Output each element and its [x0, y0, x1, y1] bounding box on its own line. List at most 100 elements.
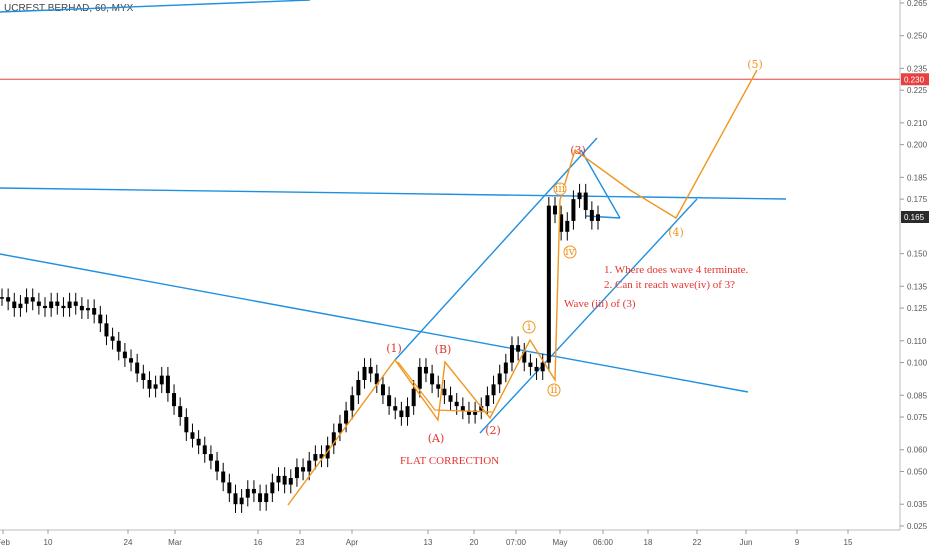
candle-body: [61, 305, 66, 309]
candle-body: [55, 301, 60, 306]
wave-i-circle: [522, 320, 536, 334]
candle-body: [534, 366, 539, 372]
candle-body: [98, 314, 103, 324]
price-level-tag: [901, 73, 929, 86]
candle-body: [227, 482, 232, 494]
y-tick-label: 0.050: [907, 468, 928, 477]
elliott-wave-path: [287, 69, 758, 506]
wave-ii-label: ii: [550, 383, 558, 396]
candle-body: [251, 488, 256, 494]
candle-body: [497, 373, 502, 385]
candle-body: [337, 423, 342, 433]
candle-body: [473, 410, 478, 415]
x-tick-label: 24: [124, 538, 133, 547]
candle-body: [18, 303, 23, 309]
candle-body: [215, 460, 220, 472]
x-tick-label: 07:00: [506, 538, 527, 547]
candle-body: [104, 323, 109, 337]
candle-body: [393, 406, 398, 411]
last-price-tag: [901, 211, 929, 223]
top-trend-line: [0, 0, 311, 13]
candle-body: [79, 305, 84, 311]
x-tick-label: May: [552, 538, 567, 547]
candle-body: [43, 305, 48, 309]
candle-body: [141, 373, 146, 380]
candle-body: [411, 388, 416, 407]
price-level-tag-label: 0.230: [904, 75, 925, 84]
candle-body: [479, 406, 484, 411]
candle-body: [331, 432, 336, 446]
wave-iv-circle: [563, 245, 577, 259]
candle-body: [184, 417, 189, 433]
candle-body: [30, 297, 35, 302]
candle-body: [344, 410, 349, 424]
candle-body: [528, 362, 533, 367]
candle-body: [245, 488, 250, 498]
x-tick-label: Apr: [346, 538, 359, 547]
y-tick-label: 0.035: [907, 500, 928, 509]
descending-trend-line: [0, 253, 749, 393]
question-1-note: 1. Where does wave 4 terminate.: [604, 264, 749, 276]
candle-body: [122, 351, 127, 359]
candle-body: [436, 384, 441, 389]
candle-body: [276, 475, 281, 483]
wave-b-label: (B): [435, 343, 452, 356]
y-tick-label: 0.185: [907, 173, 928, 182]
wave-iii-label: iii: [555, 182, 566, 195]
candle-body: [24, 297, 29, 304]
candle-body: [86, 308, 91, 311]
candle-body: [270, 482, 275, 494]
candle-body: [362, 366, 367, 380]
candle-body: [565, 220, 570, 232]
candle-body: [503, 362, 508, 374]
candle-body: [202, 445, 207, 455]
x-tick-label: 10: [44, 538, 53, 547]
candle-body: [73, 301, 78, 306]
y-tick-label: 0.225: [907, 86, 928, 95]
y-tick-label: 0.150: [907, 250, 928, 259]
candle-body: [559, 214, 564, 232]
wave-1-label: (1): [386, 342, 402, 355]
candle-body: [491, 384, 496, 396]
candle-body: [208, 454, 213, 461]
candle-body: [589, 210, 594, 221]
candle-body: [178, 406, 183, 418]
triangle-side-line: [580, 149, 621, 219]
horizontal-trend-line: [0, 187, 787, 200]
candle-body: [583, 192, 588, 211]
candle-body: [405, 406, 410, 418]
x-tick-label: Feb: [0, 538, 10, 547]
last-price-tag-label: 0.165: [904, 213, 925, 222]
candle-body: [196, 438, 201, 446]
y-tick-label: 0.265: [907, 0, 928, 8]
candle-body: [190, 432, 195, 439]
candle-body: [571, 199, 576, 221]
x-tick-label: Mar: [168, 538, 182, 547]
wave-iii-note: Wave (iii) of (3): [564, 298, 636, 310]
candle-body: [116, 340, 121, 352]
candle-body: [288, 478, 293, 485]
candle-body: [165, 375, 170, 394]
symbol-header: UCREST BERHAD, 60, MYX: [4, 3, 134, 14]
candle-body: [516, 345, 521, 352]
wave-iii-circle: [553, 182, 567, 196]
question-2-note: 2. Can it reach wave(iv) of 3?: [604, 279, 735, 291]
x-tick-label: 9: [795, 538, 800, 547]
y-tick-label: 0.075: [907, 413, 928, 422]
candle-body: [6, 297, 11, 302]
candle-body: [264, 493, 269, 503]
candle-body: [522, 351, 527, 363]
channel-upper-line: [394, 137, 598, 361]
x-tick-label: Jun: [740, 538, 753, 547]
candle-body: [307, 460, 312, 472]
wave-2-label: (2): [485, 424, 501, 437]
candle-body: [546, 205, 551, 363]
wave-iv-label: iv: [565, 245, 576, 258]
candle-body: [12, 301, 17, 309]
channel-lower-line: [479, 198, 698, 434]
y-tick-label: 0.085: [907, 391, 928, 400]
candle-body: [448, 395, 453, 402]
wave-3-label: (3): [570, 144, 586, 157]
